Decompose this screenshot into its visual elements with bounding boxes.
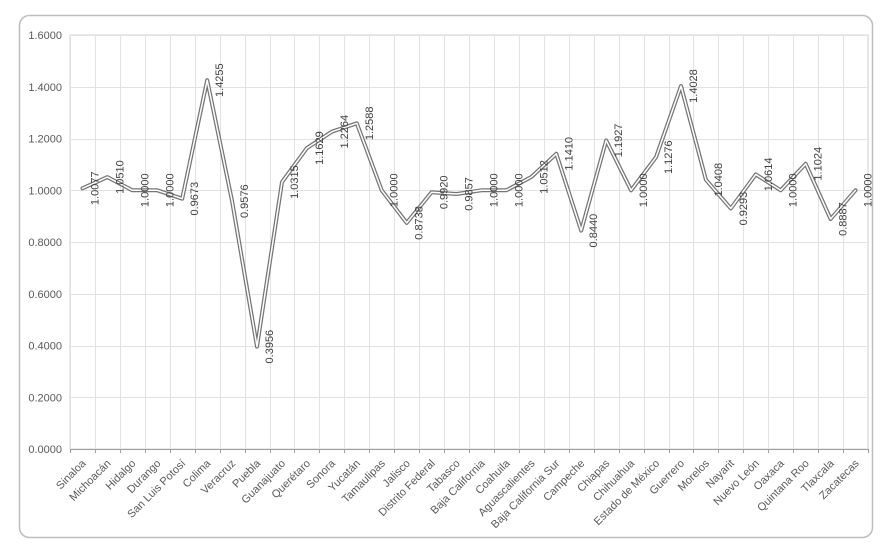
data-label: 0.3956: [264, 330, 276, 364]
data-label: 1.0000: [389, 173, 401, 207]
data-label: 1.0000: [863, 173, 875, 207]
data-label: 0.8887: [838, 202, 850, 236]
data-label: 1.0000: [164, 173, 176, 207]
y-axis-tick-label: 1.6000: [28, 30, 62, 42]
data-label: 0.9857: [464, 177, 476, 211]
data-label: 1.0000: [488, 173, 500, 207]
data-label: 1.1927: [613, 124, 625, 158]
data-label: 0.9673: [189, 182, 201, 216]
y-axis-tick-label: 1.2000: [28, 134, 62, 146]
y-axis-tick-label: 1.0000: [28, 185, 62, 197]
data-label: 1.0315: [289, 165, 301, 199]
data-label: 1.1024: [813, 147, 825, 181]
data-label: 1.0000: [638, 173, 650, 207]
data-label: 1.0000: [788, 173, 800, 207]
y-axis-tick-label: 0.6000: [28, 289, 62, 301]
data-label: 0.9920: [439, 175, 451, 209]
chart-border: [18, 14, 874, 539]
data-label: 1.1629: [314, 131, 326, 165]
y-axis-tick-label: 0.2000: [28, 392, 62, 404]
data-label: 0.9576: [239, 184, 251, 218]
data-label: 0.9293: [738, 192, 750, 226]
data-label: 1.0614: [763, 158, 775, 192]
data-label: 1.4255: [214, 63, 226, 97]
data-label: 1.0510: [114, 160, 126, 194]
y-axis-tick-label: 1.4000: [28, 82, 62, 94]
y-axis-tick-label: 0.0000: [28, 444, 62, 456]
data-label: 0.8738: [414, 206, 426, 240]
data-label: 1.1276: [663, 140, 675, 174]
data-label: 1.0077: [89, 171, 101, 205]
data-label: 1.4028: [688, 69, 700, 103]
y-axis-tick-label: 0.4000: [28, 341, 62, 353]
series-line-core: [81, 79, 857, 348]
data-label: 1.0512: [538, 160, 550, 194]
data-label: 1.2588: [364, 106, 376, 140]
data-label: 1.1410: [563, 137, 575, 171]
data-label: 1.2264: [339, 115, 351, 149]
data-label: 1.0408: [713, 163, 725, 197]
y-axis-tick-label: 0.8000: [28, 237, 62, 249]
data-label: 1.0000: [139, 173, 151, 207]
data-label: 0.8440: [588, 214, 600, 248]
data-label: 1.0000: [513, 173, 525, 207]
